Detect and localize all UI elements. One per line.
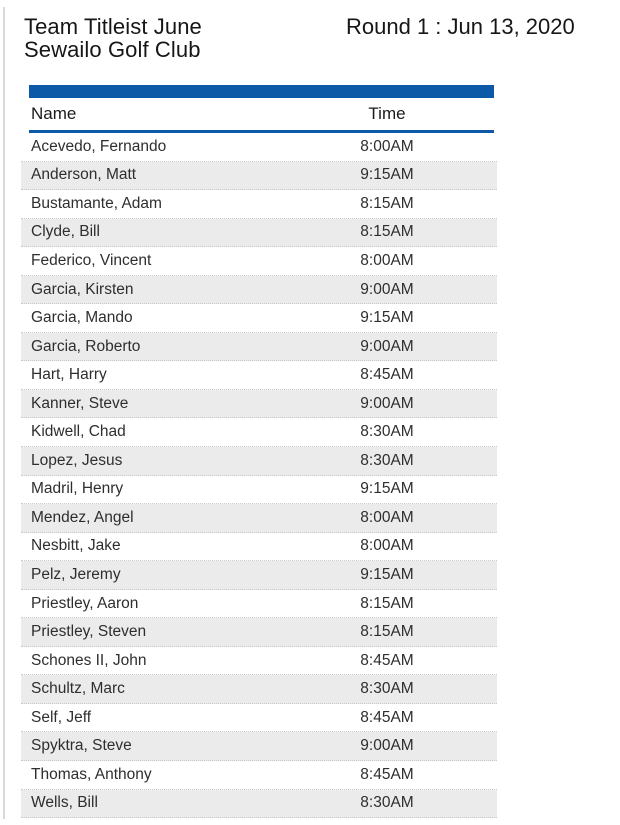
player-name: Nesbitt, Jake	[31, 537, 121, 555]
tee-time: 9:15AM	[360, 166, 414, 184]
player-name: Clyde, Bill	[31, 223, 100, 241]
tee-time: 9:00AM	[360, 737, 414, 755]
tee-time: 9:15AM	[360, 480, 414, 498]
round-date-label: Round 1 : Jun 13, 2020	[346, 14, 575, 39]
table-row: Anderson, Matt 9:15AM	[21, 161, 497, 191]
player-name: Kanner, Steve	[31, 394, 129, 412]
table-row: Hart, Harry 8:45AM	[21, 361, 497, 390]
table-row: Madril, Henry 9:15AM	[21, 476, 497, 505]
tee-time: 9:00AM	[360, 394, 414, 412]
player-name: Kidwell, Chad	[31, 423, 126, 441]
player-name: Pelz, Jeremy	[31, 565, 121, 583]
table-row: Acevedo, Fernando 8:00AM	[21, 133, 497, 162]
table-row: Thomas, Anthony 8:45AM	[21, 761, 497, 790]
player-name: Thomas, Anthony	[31, 765, 152, 783]
tee-time: 8:45AM	[360, 366, 414, 384]
header-underline	[29, 130, 494, 133]
document-header: Team Titleist June Sewailo Golf Club	[24, 15, 202, 61]
table-row: Wells, Bill 8:30AM	[21, 789, 497, 819]
player-name: Federico, Vincent	[31, 251, 152, 269]
tee-times-table: Name Time Acevedo, Fernando 8:00AM Ander…	[21, 85, 497, 819]
page-edge-artifact	[3, 7, 5, 819]
tee-time: 9:15AM	[360, 565, 414, 583]
table-row: Mendez, Angel 8:00AM	[21, 504, 497, 533]
tee-time: 8:30AM	[360, 423, 414, 441]
course-name: Sewailo Golf Club	[24, 37, 201, 62]
player-name: Hart, Harry	[31, 366, 107, 384]
tee-time: 8:00AM	[360, 137, 414, 155]
table-row: Garcia, Roberto 9:00AM	[21, 332, 497, 362]
tee-time: 8:45AM	[360, 765, 414, 783]
tee-time: 8:15AM	[360, 194, 414, 212]
table-row: Priestley, Steven 8:15AM	[21, 618, 497, 647]
table-row: Kidwell, Chad 8:30AM	[21, 418, 497, 448]
player-name: Garcia, Mando	[31, 309, 133, 327]
tee-time: 8:30AM	[360, 451, 414, 469]
player-name: Madril, Henry	[31, 480, 124, 498]
tee-time: 8:15AM	[360, 594, 414, 612]
tee-time: 9:00AM	[360, 337, 414, 355]
player-name: Spyktra, Steve	[31, 737, 132, 755]
player-name: Mendez, Angel	[31, 508, 134, 526]
player-name: Garcia, Kirsten	[31, 280, 134, 298]
player-name: Schones II, John	[31, 651, 147, 669]
tee-time: 8:15AM	[360, 623, 414, 641]
player-name: Wells, Bill	[31, 794, 98, 812]
table-row: Federico, Vincent 8:00AM	[21, 247, 497, 276]
tee-time: 8:45AM	[360, 708, 414, 726]
player-name: Priestley, Steven	[31, 623, 147, 641]
table-row: Schultz, Marc 8:30AM	[21, 675, 497, 704]
player-name: Acevedo, Fernando	[31, 137, 167, 155]
tee-time: 9:00AM	[360, 280, 414, 298]
player-name: Bustamante, Adam	[31, 194, 162, 212]
tee-time: 9:15AM	[360, 309, 414, 327]
table-row: Garcia, Kirsten 9:00AM	[21, 275, 497, 305]
tee-time: 8:45AM	[360, 651, 414, 669]
table-header-row: Name Time	[21, 98, 497, 130]
table-row: Garcia, Mando 9:15AM	[21, 304, 497, 333]
name-column-header: Name	[31, 104, 77, 123]
table-row: Bustamante, Adam 8:15AM	[21, 190, 497, 219]
table-row: Priestley, Aaron 8:15AM	[21, 590, 497, 619]
tee-time: 8:30AM	[360, 794, 414, 812]
tee-time: 8:30AM	[360, 680, 414, 698]
tee-time: 8:00AM	[360, 508, 414, 526]
player-name: Schultz, Marc	[31, 680, 125, 698]
player-name: Self, Jeff	[31, 708, 92, 726]
table-row: Clyde, Bill 8:15AM	[21, 218, 497, 248]
player-name: Anderson, Matt	[31, 166, 137, 184]
tee-time: 8:15AM	[360, 223, 414, 241]
tee-time: 8:00AM	[360, 251, 414, 269]
player-name: Garcia, Roberto	[31, 337, 141, 355]
table-row: Self, Jeff 8:45AM	[21, 704, 497, 733]
time-column-header: Time	[368, 104, 406, 123]
table-body: Acevedo, Fernando 8:00AM Anderson, Matt …	[21, 133, 497, 819]
table-row: Spyktra, Steve 9:00AM	[21, 732, 497, 762]
tee-time: 8:00AM	[360, 537, 414, 555]
table-row: Pelz, Jeremy 9:15AM	[21, 561, 497, 590]
event-title: Team Titleist June	[24, 14, 202, 39]
table-row: Kanner, Steve 9:00AM	[21, 389, 497, 419]
player-name: Lopez, Jesus	[31, 451, 123, 469]
table-row: Lopez, Jesus 8:30AM	[21, 447, 497, 476]
table-row: Nesbitt, Jake 8:00AM	[21, 533, 497, 562]
table-header-band	[29, 85, 494, 98]
table-row: Schones II, John 8:45AM	[21, 647, 497, 676]
player-name: Priestley, Aaron	[31, 594, 139, 612]
